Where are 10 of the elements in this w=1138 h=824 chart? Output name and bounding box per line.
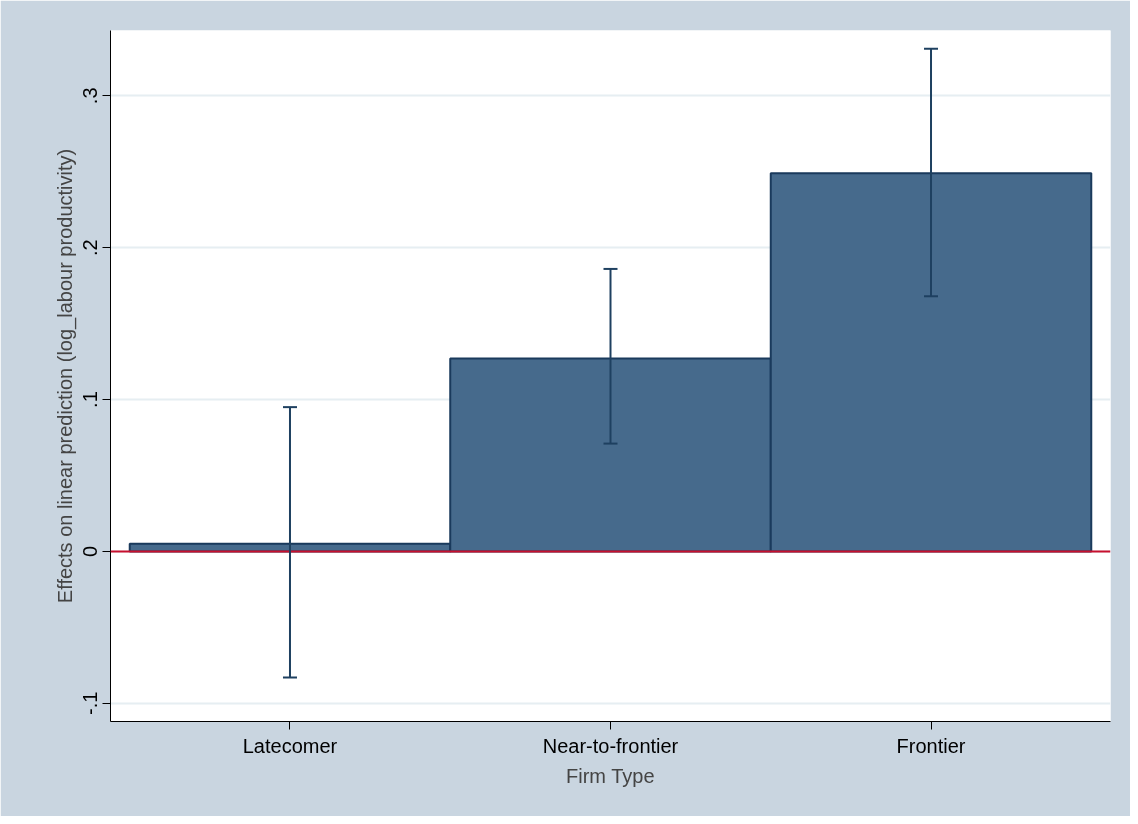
y-tick-label: 0 (79, 545, 102, 557)
x-tick-label: Latecomer (242, 734, 338, 757)
x-tick-label: Near-to-frontier (542, 734, 679, 757)
x-axis-title: Firm Type (566, 764, 655, 787)
y-tick-label: .3 (79, 87, 102, 105)
y-tick-label: .2 (79, 239, 102, 257)
y-tick-label: .1 (79, 391, 102, 408)
y-axis-title: Effects on linear prediction (log_labour productivity) (53, 148, 77, 604)
x-tick-label: Frontier (896, 734, 966, 757)
y-tick-label: -.1 (79, 691, 102, 715)
